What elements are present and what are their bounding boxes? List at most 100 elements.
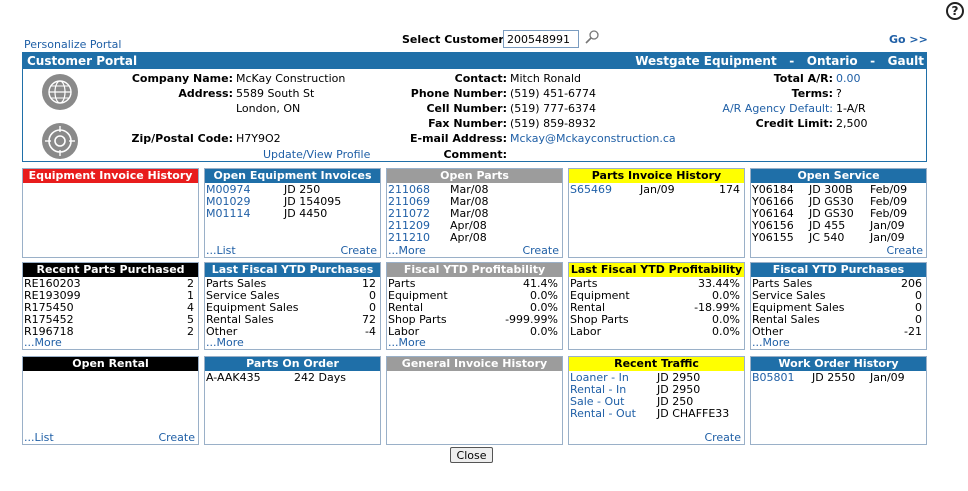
panel-title[interactable]: Open Rental xyxy=(23,357,198,371)
close-button[interactable]: Close xyxy=(450,447,493,463)
category-label: Rental xyxy=(570,301,605,314)
ar-agency-link[interactable]: A/R Agency Default: xyxy=(722,102,833,115)
list-item: B05801 JD 2550 Jan/09 xyxy=(752,372,925,384)
part-order-link[interactable]: 211072 xyxy=(388,207,430,220)
invoice-link[interactable]: M01114 xyxy=(206,207,251,220)
panel-title[interactable]: Open Parts xyxy=(387,169,562,183)
address-line1: 5589 South St xyxy=(236,87,315,100)
percent: -999.99% xyxy=(505,313,558,326)
part-number: R175450 xyxy=(24,301,74,314)
search-icon[interactable] xyxy=(584,29,600,45)
amount: 206 xyxy=(901,277,922,290)
percent: 0.0% xyxy=(530,301,558,314)
days-on-order: 242 Days xyxy=(294,371,346,384)
traffic-link[interactable]: Loaner - In xyxy=(570,371,629,384)
traffic-link[interactable]: Rental - In xyxy=(570,383,627,396)
panel-title[interactable]: Parts On Order xyxy=(205,357,380,371)
work-order-id[interactable]: Y06155 xyxy=(752,231,794,244)
panel-title[interactable]: Last Fiscal YTD Profitability xyxy=(569,263,744,277)
equipment-model: JD 2950 xyxy=(657,383,701,396)
list-item: Labor 0.0% xyxy=(570,326,743,338)
create-link[interactable]: Create xyxy=(340,244,377,257)
category-label: Parts xyxy=(388,277,416,290)
panel-title[interactable]: Recent Parts Purchased xyxy=(23,263,198,277)
help-icon[interactable]: ? xyxy=(946,2,964,20)
list-item: Other -21 xyxy=(752,326,925,338)
equipment-model: JD 250 xyxy=(284,183,321,196)
part-number: RE193099 xyxy=(24,289,81,302)
panel-title[interactable]: Work Order History xyxy=(751,357,926,371)
list-item: Y06166 JD GS30 Feb/09 xyxy=(752,196,925,208)
part-order-link[interactable]: 211210 xyxy=(388,231,430,244)
cell-value: (519) 777-6374 xyxy=(510,102,597,115)
traffic-link[interactable]: Rental - Out xyxy=(570,407,636,420)
email-link[interactable]: Mckay@Mckayconstruction.ca xyxy=(510,132,676,145)
order-date: Apr/08 xyxy=(450,219,487,232)
equipment-model: JD 154095 xyxy=(284,195,342,208)
panel-parts-invoice-history: Parts Invoice History S65469 Jan/09 174 xyxy=(568,168,745,258)
work-order-id[interactable]: Y06164 xyxy=(752,207,794,220)
more-link[interactable]: ...More xyxy=(752,336,790,349)
work-order-id[interactable]: Y06156 xyxy=(752,219,794,232)
more-link[interactable]: ...More xyxy=(388,244,426,257)
panel-title[interactable]: Equipment Invoice History xyxy=(23,169,198,183)
panel-parts-on-order: Parts On Order A-AAK435 242 Days xyxy=(204,356,381,445)
list-item: Equipment 0.0% xyxy=(388,290,561,302)
fax-value: (519) 859-8932 xyxy=(510,117,597,130)
total-ar-value[interactable]: 0.00 xyxy=(836,72,861,85)
zip-label: Zip/Postal Code: xyxy=(131,132,233,145)
create-link[interactable]: Create xyxy=(886,244,923,257)
panel-fiscal-ytd-profitability: Fiscal YTD Profitability Parts 41.4% Equi… xyxy=(386,262,563,350)
create-link[interactable]: Create xyxy=(158,431,195,444)
invoice-link[interactable]: M00974 xyxy=(206,183,251,196)
part-order-link[interactable]: 211209 xyxy=(388,219,430,232)
update-profile-link[interactable]: Update/View Profile xyxy=(263,148,371,161)
equipment-model: JD CHAFFE33 xyxy=(657,407,730,420)
list-item: 211209 Apr/08 xyxy=(388,220,561,232)
category-label: Other xyxy=(206,325,238,338)
part-order-link[interactable]: 211069 xyxy=(388,195,430,208)
list-item: Parts 33.44% xyxy=(570,278,743,290)
more-link[interactable]: ...More xyxy=(206,336,244,349)
work-order-id[interactable]: Y06166 xyxy=(752,195,794,208)
more-link[interactable]: ...More xyxy=(24,336,62,349)
order-date: Mar/08 xyxy=(450,195,489,208)
work-order-date: Jan/09 xyxy=(870,371,905,384)
create-link[interactable]: Create xyxy=(522,244,559,257)
panel-title[interactable]: Parts Invoice History xyxy=(569,169,744,183)
select-customer-label: Select Customer: xyxy=(402,33,509,46)
panel-work-order-history: Work Order History B05801 JD 2550 Jan/09 xyxy=(750,356,927,445)
work-order-id[interactable]: Y06184 xyxy=(752,183,794,196)
amount: 12 xyxy=(362,277,376,290)
personalize-portal-link[interactable]: Personalize Portal xyxy=(24,38,122,51)
part-order-link[interactable]: 211068 xyxy=(388,183,430,196)
ar-agency-value: 1-A/R xyxy=(836,102,866,115)
list-item: Equipment Sales 0 xyxy=(752,302,925,314)
list-item: 211072 Mar/08 xyxy=(388,208,561,220)
panel-title[interactable]: Last Fiscal YTD Purchases xyxy=(205,263,380,277)
cell-label: Cell Number: xyxy=(426,102,507,115)
work-order-link[interactable]: B05801 xyxy=(752,371,795,384)
panel-title[interactable]: Recent Traffic xyxy=(569,357,744,371)
more-link[interactable]: ...More xyxy=(388,336,426,349)
percent: 33.44% xyxy=(698,277,740,290)
panel-title[interactable]: Open Service xyxy=(751,169,926,183)
traffic-link[interactable]: Sale - Out xyxy=(570,395,625,408)
panel-title[interactable]: Open Equipment Invoices xyxy=(205,169,380,183)
list-link[interactable]: ...List xyxy=(206,244,236,257)
list-item: Equipment 0.0% xyxy=(570,290,743,302)
go-link[interactable]: Go >> xyxy=(889,33,928,46)
email-label: E-mail Address: xyxy=(410,132,507,145)
category-label: Other xyxy=(752,325,784,338)
invoice-link[interactable]: S65469 xyxy=(570,183,612,196)
invoice-link[interactable]: M01029 xyxy=(206,195,251,208)
equipment-model: JD GS30 xyxy=(809,195,854,208)
customer-input[interactable] xyxy=(503,30,579,48)
panel-title[interactable]: General Invoice History xyxy=(387,357,562,371)
create-link[interactable]: Create xyxy=(704,431,741,444)
panel-title[interactable]: Fiscal YTD Purchases xyxy=(751,263,926,277)
list-link[interactable]: ...List xyxy=(24,431,54,444)
panel-open-parts: Open Parts 211068 Mar/08 211069 Mar/08 211… xyxy=(386,168,563,258)
panel-title[interactable]: Fiscal YTD Profitability xyxy=(387,263,562,277)
list-item: Shop Parts -999.99% xyxy=(388,314,561,326)
